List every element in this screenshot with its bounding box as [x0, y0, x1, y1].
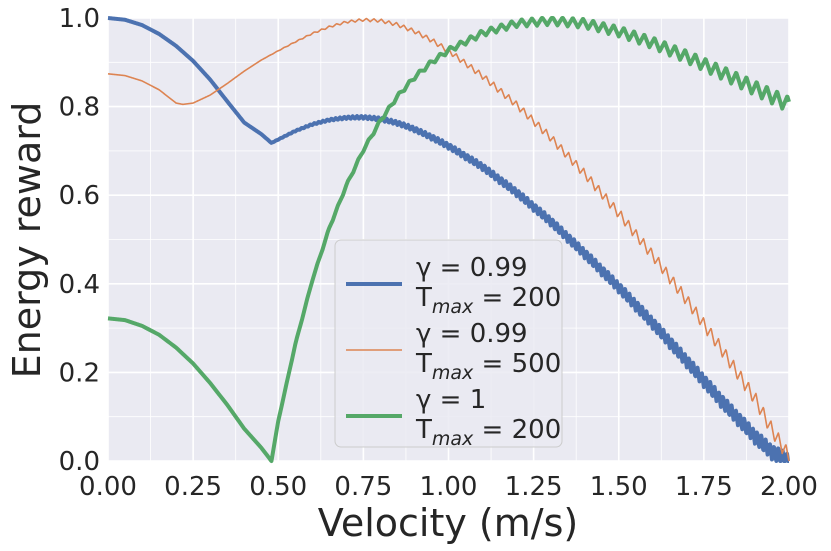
- y-tick-label: 1.0: [59, 4, 100, 34]
- series-line-3: [106, 16, 791, 463]
- x-tick-label: 0.50: [249, 472, 307, 502]
- legend-label-3-line1: γ = 1: [416, 385, 486, 415]
- x-tick-label: 0.75: [334, 472, 392, 502]
- y-tick-labels: 0.0 0.2 0.4 0.6 0.8 1.0: [59, 4, 100, 477]
- y-tick-label: 0.4: [59, 270, 100, 300]
- y-axis-label: Energy reward: [5, 102, 49, 379]
- x-tick-label: 1.50: [590, 472, 648, 502]
- y-tick-label: 0.2: [59, 358, 100, 388]
- legend-box: [334, 239, 563, 448]
- x-tick-label: 1.00: [420, 472, 478, 502]
- x-tick-label: 1.75: [675, 472, 733, 502]
- y-tick-label: 0.8: [59, 93, 100, 123]
- series-lines: [106, 16, 791, 463]
- legend-label-1-line1: γ = 0.99: [416, 253, 528, 283]
- legend-label-2-line2: Tmax = 500: [415, 349, 561, 384]
- x-tick-label: 0.25: [164, 472, 222, 502]
- x-tick-label: 1.25: [505, 472, 563, 502]
- y-tick-label: 0.6: [59, 181, 100, 211]
- legend-label-2-line1: γ = 0.99: [416, 319, 528, 349]
- legend-label-3-line2: Tmax = 200: [415, 415, 561, 450]
- series-line-1: [106, 16, 791, 463]
- x-axis-label: Velocity (m/s): [318, 501, 578, 545]
- x-tick-labels: 0.00 0.25 0.50 0.75 1.00 1.25 1.50 1.75 2.00: [79, 472, 818, 502]
- y-tick-label: 0.0: [59, 447, 100, 477]
- x-tick-label: 0.00: [79, 472, 137, 502]
- x-tick-label: 2.00: [760, 472, 818, 502]
- legend-label-1-line2: Tmax = 200: [415, 283, 561, 318]
